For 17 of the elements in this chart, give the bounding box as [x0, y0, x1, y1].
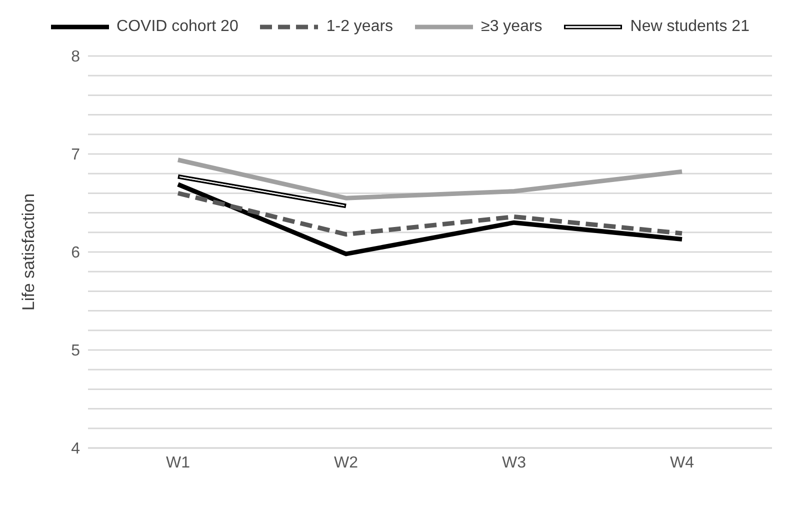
legend-label: 1-2 years: [326, 18, 394, 36]
x-tick-label: W4: [670, 454, 694, 472]
x-tick-label: W1: [166, 454, 190, 472]
x-tick-label: W2: [334, 454, 358, 472]
y-tick-label: 8: [71, 48, 80, 66]
line-series: [176, 158, 684, 200]
line-series: [176, 190, 684, 237]
legend-label: ≥3 years: [481, 18, 542, 36]
y-tick-label: 6: [71, 244, 80, 262]
y-axis-title: Life satisfaction: [19, 193, 38, 311]
y-tick-label: 4: [71, 440, 80, 458]
legend-label: New students 21: [630, 18, 750, 36]
x-tick-label: W3: [502, 454, 526, 472]
y-tick-label: 5: [71, 342, 80, 360]
y-tick-label: 7: [71, 146, 80, 164]
legend-label: COVID cohort 20: [116, 18, 238, 36]
line-series: [176, 182, 684, 256]
